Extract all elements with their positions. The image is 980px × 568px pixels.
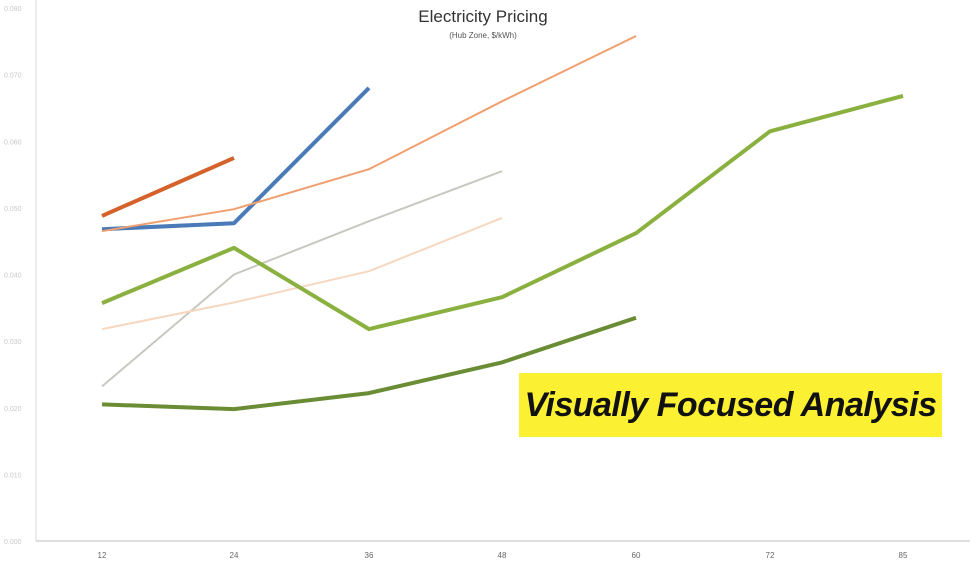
annotation-text: Visually Focused Analysis	[524, 385, 937, 424]
x-tick-label: 48	[498, 551, 507, 560]
y-tick-label: 0.030	[4, 339, 22, 346]
y-tick-label: 0.010	[4, 472, 22, 479]
x-tick-label: 60	[632, 551, 641, 560]
x-tick-label: 24	[230, 551, 239, 560]
series-line-3	[101, 35, 637, 233]
chart-title: Electricity Pricing	[418, 7, 547, 26]
y-tick-label: 0.060	[4, 139, 22, 146]
x-tick-label: 72	[766, 551, 775, 560]
y-tick-label: 0.080	[4, 6, 22, 13]
series-line-2	[101, 86, 371, 232]
x-tick-label: 85	[899, 551, 908, 560]
series-line-4	[101, 170, 503, 388]
y-tick-label: 0.050	[4, 206, 22, 213]
y-tick-label: 0.020	[4, 406, 22, 413]
series-line-6	[101, 93, 904, 332]
y-tick-label: 0.070	[4, 73, 22, 80]
y-tick-label: 0.000	[4, 539, 22, 546]
series-line-1	[101, 156, 235, 218]
y-tick-group: 0.080 0.070 0.060 0.050 0.040 0.030 0.020 0.010…	[4, 6, 22, 546]
x-tick-label: 36	[365, 551, 374, 560]
x-tick-label: 12	[98, 551, 107, 560]
annotation-banner: Visually Focused Analysis	[519, 373, 942, 437]
series-group	[101, 35, 904, 412]
x-tick-group: 12 24 36 48 60 72 85	[98, 551, 908, 560]
series-line-7	[101, 315, 637, 412]
y-tick-label: 0.040	[4, 273, 22, 280]
chart-subtitle: (Hub Zone, $/kWh)	[449, 31, 517, 40]
